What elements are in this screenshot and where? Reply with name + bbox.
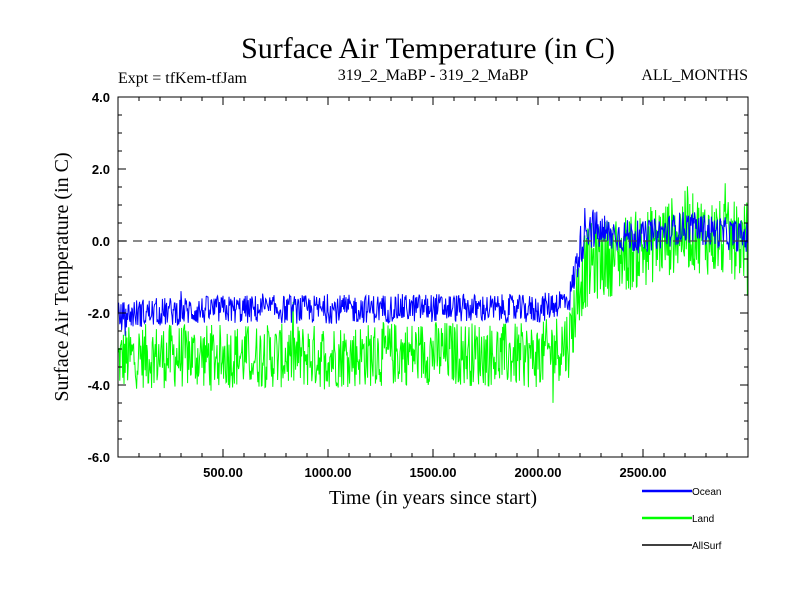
legend-label-allsurf: AllSurf <box>692 541 722 552</box>
series-layer <box>118 183 748 403</box>
y-tick-label: 4.0 <box>92 90 110 105</box>
chart-title: Surface Air Temperature (in C) <box>241 32 615 65</box>
subtitle-experiment: Expt = tfKem-tfJam <box>118 70 248 87</box>
legend-label-ocean: Ocean <box>692 487 721 498</box>
x-axis-label: Time (in years since start) <box>329 487 537 509</box>
y-tick-label: 2.0 <box>92 162 110 177</box>
series-line-land <box>118 183 748 403</box>
x-tick-label: 500.00 <box>203 465 243 480</box>
x-tick-label: 2500.00 <box>620 465 667 480</box>
x-tick-label: 1500.00 <box>410 465 457 480</box>
legend-label-land: Land <box>692 514 714 525</box>
y-tick-label: 0.0 <box>92 234 110 249</box>
series-line-ocean <box>118 207 748 336</box>
x-tick-label: 1000.00 <box>305 465 352 480</box>
axis-ticks: 500.00 1000.00 1500.00 2000.00 2500.00 4.0 2.0… <box>88 90 748 480</box>
x-tick-label: 2000.00 <box>515 465 562 480</box>
subtitle-months: ALL_MONTHS <box>641 67 748 84</box>
subtitle-runs: 319_2_MaBP - 319_2_MaBP <box>338 67 529 84</box>
legend: Ocean Land AllSurf <box>642 487 722 552</box>
plot-frame <box>117 96 749 458</box>
y-tick-label: -6.0 <box>88 450 110 465</box>
y-tick-label: -4.0 <box>88 378 110 393</box>
y-axis-label: Surface Air Temperature (in C) <box>51 152 73 401</box>
y-tick-label: -2.0 <box>88 306 110 321</box>
